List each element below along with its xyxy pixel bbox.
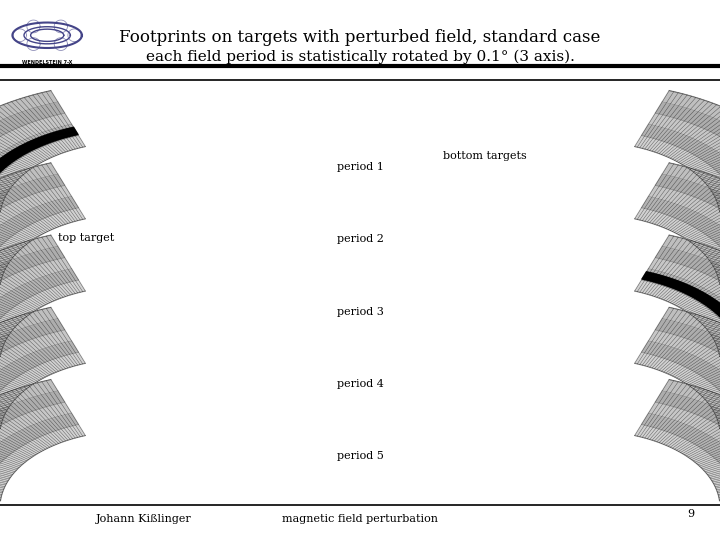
Text: bottom targets: bottom targets [443, 151, 526, 161]
Text: period 5: period 5 [336, 451, 384, 461]
Polygon shape [635, 280, 720, 356]
Text: period 1: period 1 [336, 162, 384, 172]
Polygon shape [0, 124, 78, 211]
Polygon shape [655, 174, 720, 281]
Polygon shape [655, 319, 720, 426]
Text: IPP: IPP [641, 28, 702, 62]
Polygon shape [0, 102, 65, 208]
Polygon shape [0, 163, 58, 280]
Polygon shape [655, 391, 720, 498]
Polygon shape [642, 269, 720, 355]
Polygon shape [649, 185, 720, 282]
Polygon shape [0, 402, 71, 499]
Polygon shape [635, 136, 720, 212]
Text: period 4: period 4 [336, 379, 384, 389]
Polygon shape [0, 258, 71, 354]
Polygon shape [0, 269, 78, 355]
Text: magnetic field perturbation: magnetic field perturbation [282, 515, 438, 524]
Text: Johann Kißlinger: Johann Kißlinger [96, 515, 192, 524]
Polygon shape [0, 246, 65, 353]
Polygon shape [662, 380, 720, 497]
Text: each field period is statistically rotated by 0.1° (3 axis).: each field period is statistically rotat… [145, 50, 575, 64]
Polygon shape [0, 319, 65, 426]
Polygon shape [0, 91, 58, 208]
Polygon shape [662, 307, 720, 424]
Text: top target: top target [58, 233, 114, 244]
Polygon shape [635, 352, 720, 429]
Polygon shape [642, 341, 720, 428]
Polygon shape [642, 197, 720, 283]
Polygon shape [649, 258, 720, 354]
Polygon shape [0, 280, 85, 356]
Polygon shape [662, 235, 720, 352]
Polygon shape [0, 341, 78, 428]
Text: 9: 9 [688, 509, 695, 519]
Polygon shape [0, 136, 85, 212]
Polygon shape [0, 352, 85, 429]
Polygon shape [0, 174, 65, 281]
Polygon shape [662, 163, 720, 280]
Polygon shape [0, 185, 71, 282]
Polygon shape [635, 208, 720, 284]
Polygon shape [0, 235, 58, 352]
Polygon shape [649, 330, 720, 427]
Polygon shape [642, 413, 720, 500]
Polygon shape [0, 380, 58, 497]
Text: period 2: period 2 [336, 234, 384, 244]
Polygon shape [635, 424, 720, 501]
Polygon shape [0, 307, 58, 424]
Polygon shape [0, 113, 71, 210]
Polygon shape [0, 208, 85, 284]
Polygon shape [0, 391, 65, 498]
Text: Footprints on targets with perturbed field, standard case: Footprints on targets with perturbed fie… [120, 29, 600, 46]
Polygon shape [649, 113, 720, 210]
Polygon shape [0, 424, 85, 501]
Polygon shape [642, 124, 720, 211]
Polygon shape [655, 102, 720, 208]
Text: WENDELSTEIN 7-X: WENDELSTEIN 7-X [22, 60, 72, 65]
Polygon shape [655, 246, 720, 353]
Text: period 3: period 3 [336, 307, 384, 316]
Polygon shape [662, 91, 720, 208]
Polygon shape [0, 413, 78, 500]
Polygon shape [0, 197, 78, 283]
Polygon shape [649, 402, 720, 499]
Polygon shape [0, 330, 71, 427]
